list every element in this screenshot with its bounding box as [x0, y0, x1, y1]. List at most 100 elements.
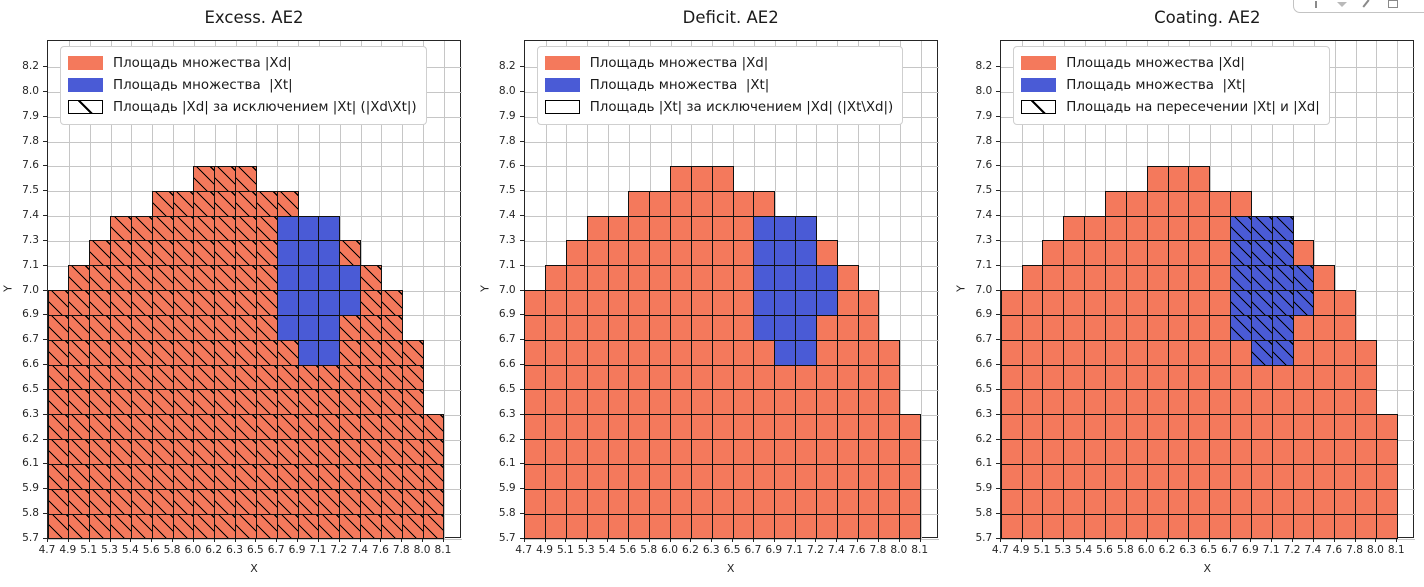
- xd-cell: [690, 165, 713, 192]
- x-tick: [297, 538, 299, 542]
- save-icon[interactable]: [1382, 0, 1408, 9]
- xd-cell: [795, 364, 817, 391]
- legend-entry: Площадь множества |Xt|: [1021, 74, 1320, 96]
- xd-cell: [214, 240, 237, 267]
- xd-cell: [297, 414, 320, 441]
- xd-cell: [1230, 389, 1252, 416]
- x-tick: [752, 538, 754, 542]
- xd-cell: [1188, 165, 1211, 192]
- xd-cell: [586, 414, 609, 441]
- xd-cell: [255, 240, 278, 267]
- x-tick: [523, 538, 525, 542]
- xd-cell: [795, 439, 817, 465]
- x-tick: [1229, 538, 1231, 542]
- y-tick: [43, 115, 47, 117]
- y-tick-label: 6.7: [975, 333, 993, 346]
- xd-cell: [565, 290, 588, 316]
- x-tick: [648, 538, 650, 542]
- xd-cell: [732, 389, 755, 416]
- y-tick: [519, 314, 524, 316]
- xd-cell: [47, 364, 70, 391]
- xd-cell: [172, 240, 195, 267]
- xd-cell: [857, 339, 880, 366]
- y-tick-label: 6.7: [22, 333, 39, 346]
- y-tick: [519, 388, 524, 390]
- y-tick-label: 8.0: [498, 84, 516, 97]
- xd-cell: [276, 414, 299, 441]
- xd-cell: [1021, 439, 1044, 465]
- xd-cell: [1292, 414, 1315, 441]
- xd-cell: [1375, 463, 1398, 490]
- x-tick-label: 7.8: [1346, 544, 1363, 556]
- xd-cell: [586, 314, 609, 341]
- x-tick: [1146, 538, 1148, 542]
- xd-cell: [1000, 439, 1023, 465]
- legend-entry: Площадь на пересечении |Xt| и |Xd|: [1021, 96, 1320, 118]
- xd-cell: [193, 314, 216, 341]
- xd-cell: [628, 364, 651, 391]
- xd-cell: [214, 389, 237, 416]
- dropdown-chevron-icon[interactable]: [1330, 0, 1356, 9]
- xd-cell: [815, 339, 838, 366]
- xd-cell: [1063, 339, 1086, 366]
- more-icon[interactable]: [1408, 0, 1424, 9]
- chart-title: Excess. AE2: [204, 8, 304, 27]
- xd-cell: [1334, 488, 1357, 515]
- x-tick: [172, 538, 174, 542]
- x-tick-label: 7.2: [1283, 544, 1301, 556]
- xd-cell: [1188, 439, 1211, 465]
- xd-cell: [649, 339, 672, 366]
- xd-cell: [110, 513, 132, 540]
- y-tick: [519, 364, 524, 366]
- xd-cell: [89, 339, 111, 366]
- y-axis-label: Y: [954, 285, 968, 292]
- xd-cell: [690, 314, 713, 341]
- xd-cell: [339, 389, 362, 416]
- x-tick-label: 8.0: [1366, 544, 1384, 556]
- x-tick-label: 5.8: [640, 544, 658, 556]
- xd-cell: [670, 364, 692, 391]
- xd-cell: [297, 439, 320, 465]
- download-icon[interactable]: [1304, 0, 1330, 9]
- y-tick-label: 7.4: [22, 209, 39, 222]
- xd-cell: [1084, 215, 1106, 242]
- xd-cell: [670, 488, 692, 515]
- xd-cell: [1104, 190, 1127, 217]
- xd-cell: [214, 513, 237, 540]
- xd-cell: [110, 488, 132, 515]
- xd-cell: [422, 414, 445, 441]
- xd-cell: [670, 265, 692, 292]
- x-tick-label: 5.1: [80, 544, 98, 556]
- xt-cell: [815, 290, 838, 316]
- xd-cell: [172, 439, 195, 465]
- xd-cell: [339, 414, 362, 441]
- xd-cell: [380, 463, 403, 490]
- y-tick-label: 7.4: [498, 209, 516, 222]
- xd-cell: [545, 290, 567, 316]
- x-tick: [898, 538, 900, 542]
- xd-cell: [68, 389, 91, 416]
- xd-cell: [565, 463, 588, 490]
- xd-cell: [1167, 463, 1190, 490]
- xd-cell: [628, 513, 651, 540]
- x-tick-label: 6.5: [1200, 544, 1218, 556]
- xt-cell: [1271, 215, 1294, 242]
- xd-cell: [1104, 314, 1127, 341]
- y-tick: [43, 413, 47, 415]
- xd-cell: [151, 339, 174, 366]
- xd-cell: [857, 463, 880, 490]
- xd-cell: [47, 439, 70, 465]
- xd-cell: [1188, 215, 1211, 242]
- xd-cell: [857, 290, 880, 316]
- xd-cell: [607, 414, 630, 441]
- xd-cell: [110, 265, 132, 292]
- y-tick-label: 5.9: [22, 482, 39, 495]
- xd-cell: [172, 215, 195, 242]
- xd-cell: [857, 414, 880, 441]
- x-tick-label: 7.6: [1325, 544, 1343, 556]
- x-tick-label: 7.1: [786, 544, 804, 556]
- xd-cell: [151, 265, 174, 292]
- xd-cell: [276, 513, 299, 540]
- xd-cell: [607, 439, 630, 465]
- edit-icon[interactable]: [1356, 0, 1382, 9]
